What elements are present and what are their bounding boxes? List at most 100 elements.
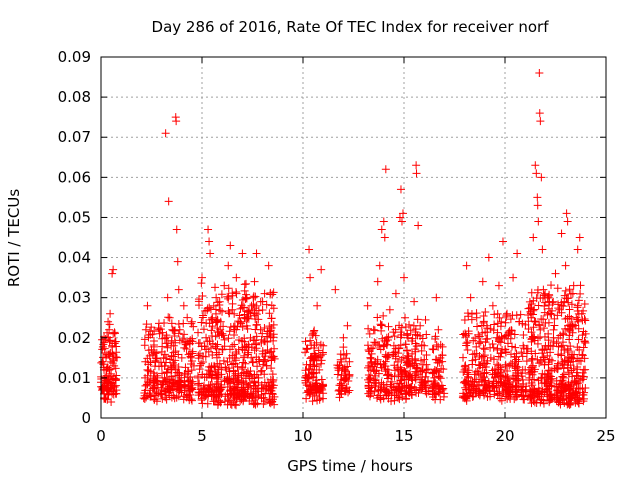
data-point (544, 304, 553, 313)
data-point (210, 396, 219, 405)
data-point (367, 357, 376, 366)
data-point (563, 314, 572, 323)
data-point (468, 360, 477, 369)
data-point (545, 297, 554, 306)
data-point (412, 364, 421, 373)
data-point (146, 367, 155, 376)
data-point (466, 388, 475, 397)
data-point (141, 373, 150, 382)
data-point (189, 361, 198, 370)
data-point (165, 382, 174, 391)
data-point (315, 387, 324, 396)
data-point (562, 209, 571, 218)
data-point (553, 361, 562, 370)
data-point (230, 309, 239, 318)
data-point (501, 345, 509, 354)
data-point (420, 355, 429, 364)
data-point (384, 322, 393, 331)
data-point (235, 311, 244, 320)
data-point (535, 320, 544, 329)
data-point (577, 309, 586, 318)
data-point (403, 354, 412, 363)
data-point (169, 360, 178, 369)
data-point (205, 362, 214, 371)
data-point (581, 339, 590, 348)
data-point (382, 388, 391, 397)
data-point (199, 325, 208, 334)
data-point (576, 289, 585, 298)
data-point (316, 383, 325, 392)
data-point (381, 357, 390, 366)
data-point (565, 389, 574, 398)
data-point (262, 300, 271, 309)
data-point (111, 374, 120, 383)
data-point (310, 392, 319, 401)
data-point (527, 355, 536, 364)
data-point (247, 353, 256, 362)
data-point (200, 373, 209, 382)
data-point (229, 322, 238, 331)
data-point (250, 378, 259, 387)
data-point (205, 303, 214, 312)
data-point (546, 309, 555, 318)
data-point (110, 329, 119, 338)
data-point (430, 373, 439, 382)
data-point (225, 327, 234, 336)
data-point (232, 289, 241, 298)
data-point (472, 313, 481, 322)
data-point (160, 334, 169, 343)
data-point (248, 357, 257, 366)
data-point (477, 377, 486, 386)
data-point (250, 277, 259, 286)
data-point (175, 336, 184, 345)
data-point (511, 343, 520, 352)
data-point (208, 351, 217, 360)
data-point (574, 335, 583, 344)
data-point (193, 373, 202, 382)
data-point (104, 317, 113, 326)
data-point (234, 376, 243, 385)
data-point (251, 399, 260, 408)
data-point (267, 347, 276, 356)
data-point (519, 341, 528, 350)
data-point (561, 324, 570, 333)
data-point (507, 329, 516, 338)
data-point (410, 356, 419, 365)
data-point (549, 325, 558, 334)
data-point (252, 320, 261, 329)
data-point (252, 332, 261, 341)
data-point (560, 398, 569, 407)
data-point (518, 352, 527, 361)
data-point (311, 381, 320, 390)
data-point (537, 173, 546, 182)
data-point (540, 360, 549, 369)
data-point (109, 265, 118, 274)
data-point (518, 382, 527, 391)
data-point (536, 325, 545, 334)
data-point (488, 366, 497, 375)
data-point (503, 367, 512, 376)
data-point (231, 347, 240, 356)
data-point (262, 361, 271, 370)
y-tick-label: 0.03 (58, 289, 91, 307)
data-point (493, 360, 502, 369)
data-point (171, 365, 180, 374)
data-point (398, 209, 407, 218)
data-point (254, 306, 263, 315)
data-point (509, 375, 518, 384)
data-point (429, 380, 438, 389)
data-point (568, 289, 577, 298)
data-point (389, 341, 398, 350)
data-point (533, 201, 542, 210)
data-point (365, 373, 374, 382)
data-point (481, 386, 490, 395)
data-point (185, 339, 194, 348)
data-point (335, 385, 344, 394)
data-point (250, 304, 259, 313)
data-point (100, 348, 109, 357)
data-point (143, 380, 152, 389)
data-point (495, 313, 504, 322)
data-point (466, 293, 475, 302)
data-point (490, 373, 499, 382)
data-point (368, 362, 377, 371)
